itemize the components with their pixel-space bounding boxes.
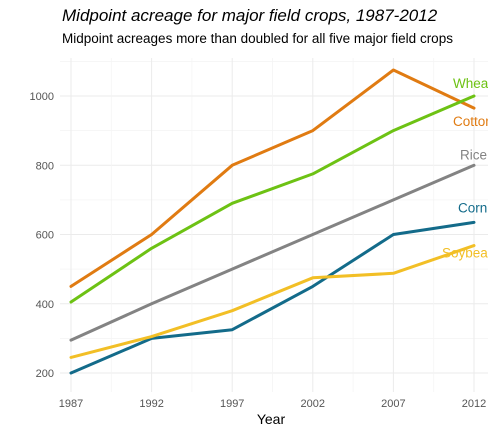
series-label-corn: Corn [458,200,487,215]
data-point-rice [150,302,153,305]
series-line-cotton [69,68,476,288]
data-point-corn [231,328,234,331]
data-point-cotton [311,129,314,132]
data-point-corn [392,233,395,236]
y-tick-label: 200 [36,368,54,380]
x-tick-label: 1997 [220,398,244,410]
x-tick-label: 2002 [301,398,325,410]
data-point-soybeans [231,309,234,312]
series-line-rice [69,163,476,342]
data-point-wheat [69,300,73,304]
y-tick-label: 800 [36,160,54,172]
data-point-cotton [392,68,395,72]
data-point-soybeans [311,276,314,279]
data-point-rice [472,164,476,167]
series-line-soybeans [69,244,476,359]
data-point-soybeans [69,356,73,359]
chart-title: Midpoint acreage for major field crops, … [62,6,438,25]
y-tick-label: 1000 [30,91,54,103]
data-point-rice [311,233,314,236]
data-point-wheat [231,202,234,205]
data-point-corn [472,221,476,224]
x-tick-label: 2007 [381,398,405,410]
data-point-rice [69,338,73,342]
chart-subtitle: Midpoint acreages more than doubled for … [62,31,453,46]
y-tick-label: 400 [36,299,54,311]
data-point-cotton [69,285,73,288]
x-axis-label: Year [257,411,286,427]
series-label-soybeans: Soybeans [442,246,493,261]
x-tick-label: 1987 [59,398,83,410]
series-line-wheat [69,94,476,304]
data-point-corn [311,285,314,288]
data-point-cotton [150,233,153,236]
series-label-rice: Rice [460,147,487,162]
data-point-soybeans [392,272,395,275]
x-tick-label: 2012 [462,398,486,410]
data-point-cotton [231,164,234,167]
data-point-soybeans [472,244,476,247]
series-line-corn [69,220,476,375]
data-point-wheat [311,172,314,176]
series-label-cotton: Cotton [453,114,493,129]
data-point-wheat [392,129,395,132]
data-point-rice [392,198,395,202]
series-label-wheat: Wheat [453,76,492,91]
data-point-cotton [472,106,476,110]
y-tick-label: 600 [36,230,54,242]
data-point-soybeans [150,335,153,338]
data-point-corn [69,371,73,375]
x-tick-label: 1992 [139,398,163,410]
data-point-wheat [150,247,153,250]
data-point-rice [231,267,234,271]
data-point-wheat [472,94,476,98]
